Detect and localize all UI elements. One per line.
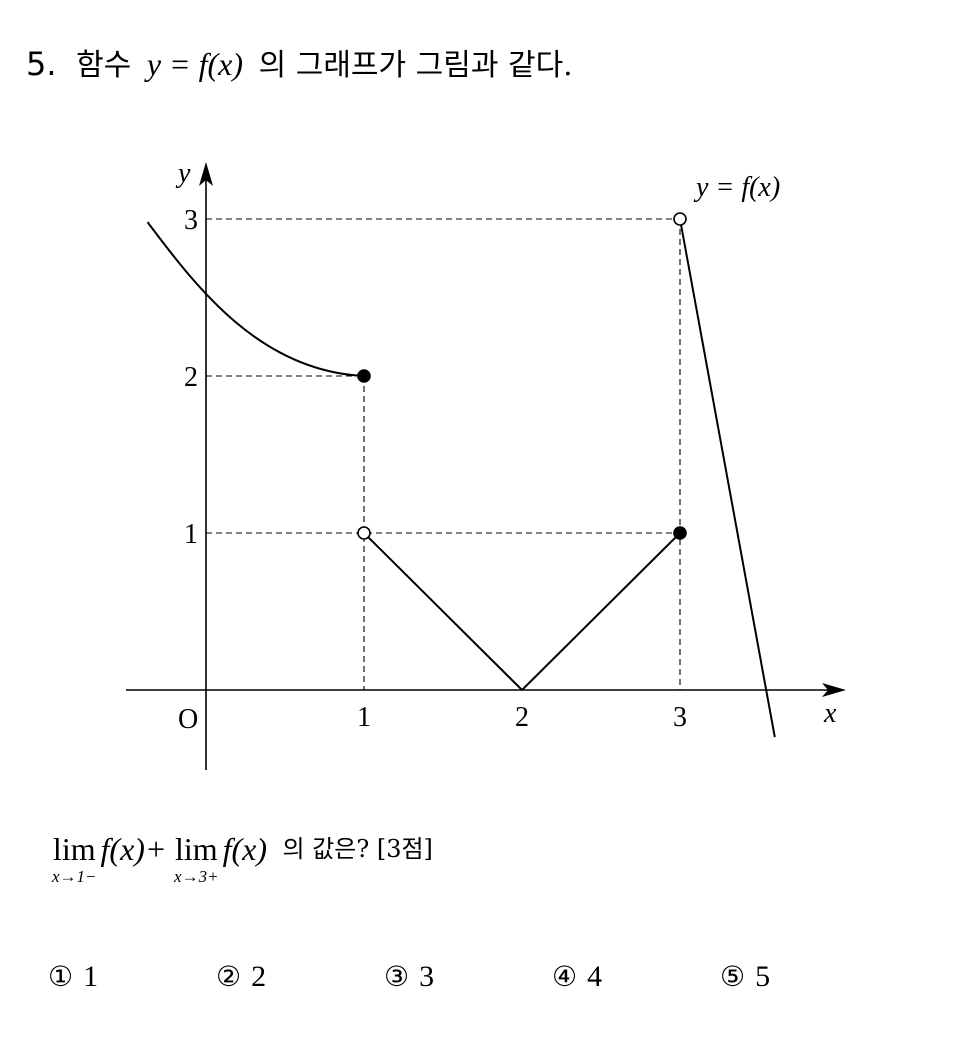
problem-text-after: 의 그래프가 그림과 같다. bbox=[258, 48, 573, 83]
open-point bbox=[357, 526, 371, 540]
problem-statement: 5. 함수 y = f(x) 의 그래프가 그림과 같다. bbox=[26, 40, 573, 84]
curve-label: y = f(x) bbox=[693, 172, 780, 203]
choice-value: 1 bbox=[83, 960, 99, 993]
x-tick-label: 1 bbox=[357, 702, 371, 733]
x-axis-label: x bbox=[823, 698, 837, 729]
graph-segment bbox=[363, 532, 523, 691]
choice-mark: ④ bbox=[552, 960, 578, 993]
graph-segment bbox=[679, 218, 776, 738]
lim-subscript: x→1− bbox=[52, 867, 97, 886]
filled-point bbox=[357, 369, 371, 383]
origin-label: O bbox=[178, 704, 198, 735]
y-tick-label: 3 bbox=[184, 205, 198, 236]
x-tick-label: 3 bbox=[673, 702, 687, 733]
choice-value: 4 bbox=[587, 960, 603, 993]
curve-left bbox=[146, 221, 365, 377]
y-tick-label: 1 bbox=[184, 519, 198, 550]
dashed-guides bbox=[206, 218, 681, 690]
question-text: 의 값은? [3점] bbox=[282, 835, 433, 863]
choice-mark: ⑤ bbox=[720, 960, 746, 993]
open-point bbox=[673, 212, 687, 226]
lim-expression: f(x) bbox=[222, 831, 267, 867]
limit-left: lim x→1− bbox=[52, 830, 97, 886]
choice-mark: ③ bbox=[384, 960, 410, 993]
limit-right: lim x→3+ bbox=[174, 830, 219, 886]
problem-text-before: 함수 bbox=[76, 48, 132, 83]
y-axis-label: y bbox=[175, 158, 191, 189]
function-graph: y x O 1 2 3 1 2 3 y = f(x) bbox=[126, 158, 846, 770]
problem-math: y = f(x) bbox=[146, 46, 244, 82]
choice-value: 5 bbox=[755, 960, 771, 993]
problem-number: 5. bbox=[26, 45, 57, 83]
x-tick-label: 2 bbox=[515, 702, 529, 733]
choice-mark: ② bbox=[216, 960, 242, 993]
choice-value: 2 bbox=[251, 960, 267, 993]
y-tick-label: 2 bbox=[184, 362, 198, 393]
filled-point bbox=[673, 526, 687, 540]
lim-subscript: x→3+ bbox=[174, 867, 219, 886]
choice-value: 3 bbox=[419, 960, 435, 993]
plot-lines bbox=[146, 218, 776, 738]
question: lim x→1− f(x)+ lim x→3+ f(x) 의 값은? [3점] bbox=[52, 830, 433, 886]
lim-word: lim bbox=[174, 831, 218, 867]
lim-expression: f(x)+ bbox=[100, 831, 167, 867]
graph-segment bbox=[521, 532, 681, 691]
choice-mark: ① bbox=[48, 960, 74, 993]
lim-word: lim bbox=[52, 831, 96, 867]
axes bbox=[126, 162, 846, 770]
plot-points bbox=[357, 212, 687, 540]
axis-labels: y x O 1 2 3 1 2 3 y = f(x) bbox=[175, 158, 837, 735]
